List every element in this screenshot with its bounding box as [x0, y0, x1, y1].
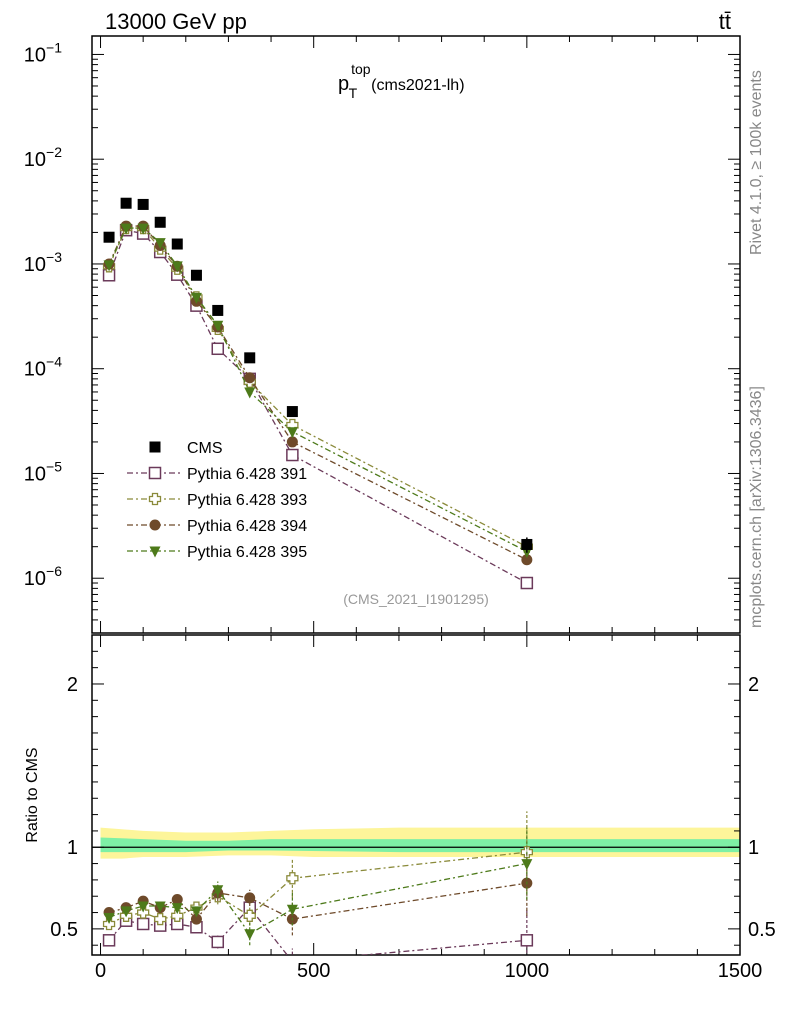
legend-label: Pythia 6.428 394	[187, 518, 307, 535]
ratio-ylabel: Ratio to CMS	[24, 747, 41, 842]
band-inner	[100, 837, 741, 853]
series-1-ratio-line	[108, 906, 527, 955]
series-3-point	[244, 372, 256, 384]
series-4-line	[108, 227, 528, 553]
series-3-ratio-point	[190, 913, 202, 925]
y-tick-label: 10−2	[24, 144, 62, 171]
series-2-ratio-point	[171, 909, 184, 922]
series-4-ratio-point	[521, 859, 533, 871]
analysis-id: (CMS_2021_I1901295)	[343, 591, 489, 607]
legend-label: Pythia 6.428 391	[187, 466, 307, 483]
data-point	[120, 197, 132, 209]
energy-label: 13000 GeV pp	[105, 9, 247, 34]
series-2-ratio-point	[102, 917, 116, 931]
series-4-ratio-point	[154, 901, 166, 913]
series-1-point	[520, 576, 534, 590]
series-4-point	[286, 427, 298, 439]
data-point	[244, 352, 256, 364]
plot-frames	[91, 35, 741, 956]
series-4-ratio-point	[244, 929, 256, 941]
ratio-uncertainty-bands	[100, 827, 741, 859]
series-layer	[102, 197, 534, 955]
process-label: tt̄	[719, 9, 731, 34]
legend-marker	[149, 441, 161, 453]
x-tick-label: 1000	[505, 960, 550, 982]
series-4-point	[171, 261, 183, 273]
mcplots-label: mcplots.cern.ch [arXiv:1306.3436]	[748, 386, 765, 628]
legend-label: CMS	[187, 440, 223, 457]
series-2-ratio-point	[243, 909, 256, 922]
ratio-y-tick-label: 1	[67, 837, 78, 859]
series-2-ratio-point	[154, 912, 167, 926]
legend-label: Pythia 6.428 395	[187, 544, 307, 561]
legend-label: Pythia 6.428 393	[187, 492, 307, 509]
series-4-point	[120, 223, 132, 235]
series-4-ratio-line	[108, 862, 527, 935]
series-1-ratio-point	[102, 934, 116, 947]
plot-title: ptop T (cms2021-lh)	[338, 61, 465, 101]
series-1-point	[211, 342, 225, 356]
series-4-ratio-point	[120, 906, 132, 918]
y-tick-label: 10−6	[24, 563, 62, 590]
series-4-point	[212, 320, 224, 332]
y-tick-label: 10−5	[24, 458, 62, 485]
series-4-ratio-point	[190, 906, 202, 918]
top-panel-series	[102, 197, 534, 590]
series-3-line	[108, 225, 528, 561]
series-4-point	[137, 223, 149, 235]
ratio-y-tick-label: 0.5	[50, 919, 78, 941]
series-1-line	[108, 229, 528, 584]
series-3-point	[521, 554, 533, 566]
data-point	[190, 269, 202, 281]
x-tick-label: 1500	[718, 960, 763, 982]
series-4-ratio-point	[171, 903, 183, 915]
y-tick-label: 10−3	[24, 249, 62, 276]
ratio-y-tick-label-right: 0.5	[748, 919, 776, 941]
series-4-ratio-point	[212, 885, 224, 897]
legend-marker	[148, 466, 162, 480]
top-panel-frame	[91, 35, 741, 634]
series-2-ratio-point	[137, 906, 150, 919]
legend-marker	[148, 492, 162, 506]
series-4-ratio-point	[286, 904, 298, 916]
series-4-ratio-point	[137, 901, 149, 913]
x-tick-label: 500	[297, 960, 330, 982]
legend-marker	[149, 519, 161, 531]
legend: CMS Pythia 6.428 391 Pythia 6.428 393 Pythi…	[127, 440, 307, 561]
series-4-point	[103, 260, 115, 272]
data-point	[103, 231, 115, 243]
series-4-ratio-point	[103, 912, 115, 924]
series-1-ratio-point	[520, 934, 534, 947]
series-4-point	[154, 238, 166, 250]
series-1-ratio-point	[136, 917, 150, 931]
ratio-y-tick-label-right: 2	[748, 674, 759, 696]
y-tick-label: 10−4	[24, 354, 62, 381]
series-2-ratio-point	[286, 872, 299, 885]
ratio-y-tick-label-right: 1	[748, 837, 759, 859]
series-1-ratio-point	[211, 935, 225, 949]
series-2-ratio-line	[108, 851, 527, 925]
legend-marker	[149, 546, 161, 558]
series-3-point	[286, 436, 298, 448]
rivet-label: Rivet 4.1.0, ≥ 100k events	[748, 70, 765, 255]
series-1-point	[286, 448, 299, 462]
series-3-ratio-point	[244, 892, 256, 904]
data-point	[212, 304, 224, 316]
y-tick-label: 10−1	[24, 39, 62, 66]
data-point	[171, 238, 183, 250]
ratio-panel-series	[102, 811, 534, 955]
data-point	[286, 406, 298, 418]
x-tick-label: 0	[95, 960, 106, 982]
ratio-panel-frame	[91, 634, 741, 956]
series-4-point	[244, 387, 256, 399]
data-point	[137, 198, 149, 210]
data-point	[154, 216, 166, 228]
series-4-point	[190, 292, 202, 304]
series-3-ratio-point	[171, 893, 183, 905]
ratio-y-tick-label: 2	[67, 674, 78, 696]
axis-ticks: 0 500 1000 1500 10−6 10−5 10−4 10−3 10−2 10−1 0.5 0…	[24, 36, 776, 982]
